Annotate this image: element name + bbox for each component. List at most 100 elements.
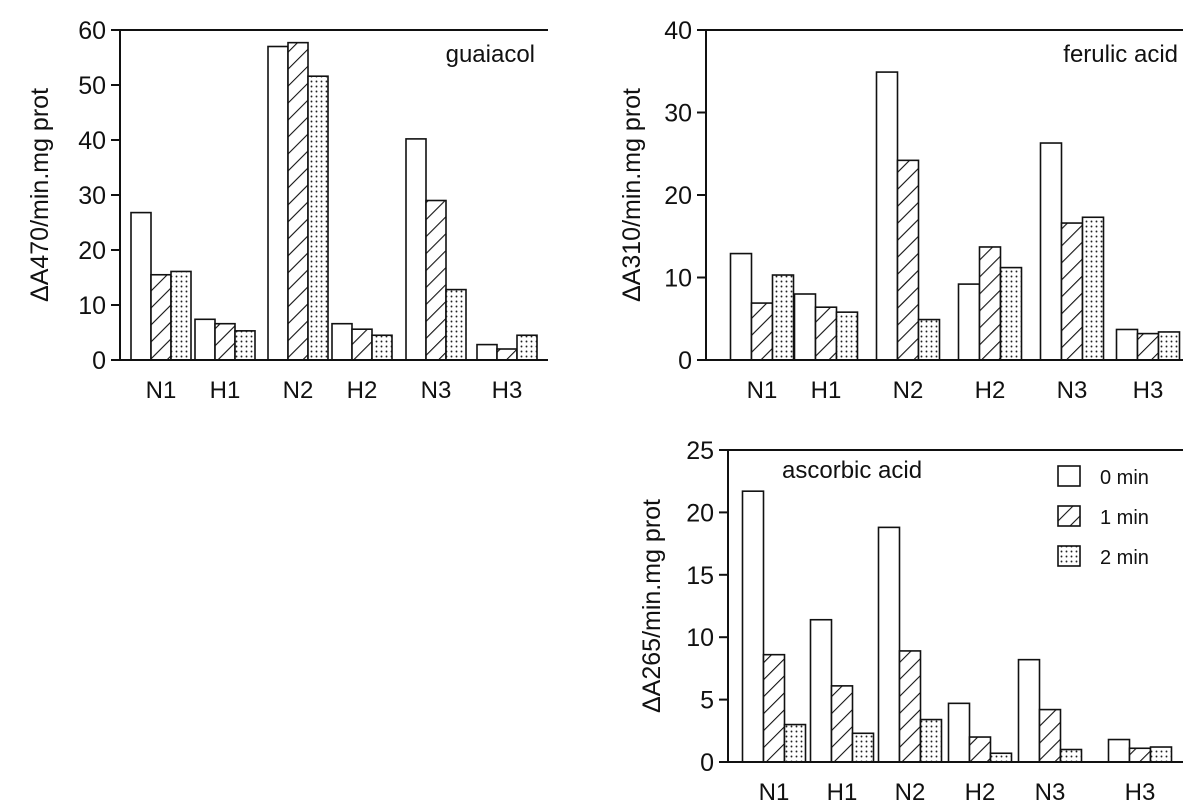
bar-h1-2-min (851, 732, 875, 763)
ascorbic-acid-chart-panel: N1 H1 N2 H2 N3 H3 0 5 10 15 20 25 ΔA265/min.mg prot a… (638, 437, 1183, 806)
bar-h3-0-min (1115, 328, 1139, 361)
y-tick-label: 40 (664, 17, 692, 45)
bar-h3-0-min (476, 343, 498, 361)
bar-n2-2-min (917, 318, 941, 361)
bar-n1-0-min (741, 490, 765, 763)
bar-h1-1-min (830, 685, 854, 763)
y-axis-label: ΔA470/min.mg prot (26, 88, 54, 302)
x-tick-label-n1: N1 (146, 377, 177, 404)
guaiacol-chart-panel: N1 H1 N2 H2 N3 H3 0 10 20 30 40 50 60 ΔA470/min.mg pr… (26, 17, 548, 404)
bar-n2-0-min (875, 71, 899, 361)
bar-h1-2-min (234, 330, 256, 361)
bar-n1-1-min (150, 273, 172, 361)
bar-n1-2-min (783, 723, 807, 763)
bar-n2-0-min (267, 45, 289, 361)
y-tick-label: 0 (678, 347, 692, 375)
bar-h2-1-min (351, 328, 373, 361)
bar-n1-2-min (771, 274, 795, 361)
legend-swatch-2-min (1057, 545, 1081, 567)
bar-h2-0-min (957, 283, 981, 361)
x-tick-label-n2: N2 (893, 377, 924, 404)
bar-n3-0-min (1039, 142, 1063, 361)
bar-h2-2-min (999, 266, 1023, 361)
y-tick-label: 20 (664, 182, 692, 210)
bar-n2-1-min (896, 159, 920, 361)
bar-h1-0-min (194, 318, 216, 361)
bar-h2-0-min (331, 322, 353, 361)
bar-n2-0-min (877, 526, 901, 763)
y-tick-label: 20 (686, 499, 714, 527)
y-tick-label: 20 (78, 237, 106, 265)
bar-n3-0-min (405, 138, 427, 361)
bar-h2-2-min (989, 752, 1013, 763)
x-tick-label-h2: H2 (965, 779, 996, 806)
x-tick-label-h1: H1 (210, 377, 241, 404)
bar-n3-1-min (1038, 708, 1062, 763)
bar-n3-1-min (1060, 222, 1084, 361)
x-tick-label-h3: H3 (492, 377, 523, 404)
bar-n2-2-min (919, 718, 943, 763)
y-tick-label: 30 (664, 100, 692, 128)
bar-h1-0-min (793, 293, 817, 361)
chart-title: ascorbic acid (782, 457, 922, 484)
bar-h1-1-min (814, 306, 838, 361)
y-tick-label: 0 (92, 347, 106, 375)
y-axis-label: ΔA310/min.mg prot (618, 88, 646, 302)
legend-label-2-min: 2 min (1100, 547, 1149, 569)
bar-n3-2-min (1059, 748, 1083, 763)
y-tick-label: 40 (78, 127, 106, 155)
bar-n2-2-min (307, 75, 329, 361)
bar-h3-2-min (516, 334, 538, 361)
x-tick-label-h2: H2 (347, 377, 378, 404)
legend-label-1-min: 1 min (1100, 507, 1149, 529)
y-tick-label: 5 (700, 687, 714, 715)
y-tick-label: 10 (664, 265, 692, 293)
legend: 0 min 1 min 2 min (1057, 465, 1149, 569)
x-tick-label-n3: N3 (421, 377, 452, 404)
chart-title: ferulic acid (1063, 41, 1178, 68)
bar-n3-2-min (1081, 216, 1105, 361)
chart-title: guaiacol (446, 41, 535, 68)
y-tick-label: 25 (686, 437, 714, 465)
bar-h3-1-min (1128, 747, 1152, 763)
bar-h3-0-min (1107, 738, 1131, 763)
x-tick-label-n3: N3 (1057, 377, 1088, 404)
bar-n1-2-min (170, 270, 192, 361)
ferulic-acid-chart-panel: N1 H1 N2 H2 N3 H3 0 10 20 30 40 ΔA310/min.mg prot fe… (618, 17, 1183, 404)
bar-n3-2-min (445, 288, 467, 361)
bar-n3-0-min (1017, 658, 1041, 763)
legend-swatch-1-min (1057, 505, 1081, 527)
bar-n1-0-min (729, 252, 753, 361)
bar-h3-1-min (496, 348, 518, 361)
y-tick-label: 30 (78, 182, 106, 210)
x-tick-label-h1: H1 (811, 377, 842, 404)
bar-h1-1-min (214, 322, 236, 361)
bar-h3-2-min (1149, 746, 1173, 763)
x-tick-label-n3: N3 (1035, 779, 1066, 806)
x-tick-label-n2: N2 (283, 377, 314, 404)
y-tick-label: 10 (78, 292, 106, 320)
bar-h2-2-min (371, 334, 393, 361)
bar-h2-1-min (978, 246, 1002, 361)
bar-h2-1-min (968, 736, 992, 763)
y-tick-label: 50 (78, 72, 106, 100)
bar-h3-1-min (1136, 332, 1160, 361)
y-tick-label: 0 (700, 749, 714, 777)
legend-label-0-min: 0 min (1100, 467, 1149, 489)
legend-swatch-0-min (1057, 465, 1081, 487)
bar-h1-2-min (835, 311, 859, 361)
bar-n1-1-min (762, 653, 786, 763)
bar-n2-1-min (898, 650, 922, 763)
y-tick-label: 60 (78, 17, 106, 45)
bar-n1-0-min (130, 211, 152, 361)
bar-h3-2-min (1157, 331, 1181, 361)
x-tick-label-h3: H3 (1133, 377, 1164, 404)
bar-n2-1-min (287, 41, 309, 361)
bar-n1-1-min (750, 302, 774, 361)
x-tick-label-h1: H1 (827, 779, 858, 806)
y-tick-label: 10 (686, 624, 714, 652)
bar-h1-0-min (809, 618, 833, 763)
bar-n3-1-min (425, 199, 447, 361)
y-tick-label: 15 (686, 562, 714, 590)
